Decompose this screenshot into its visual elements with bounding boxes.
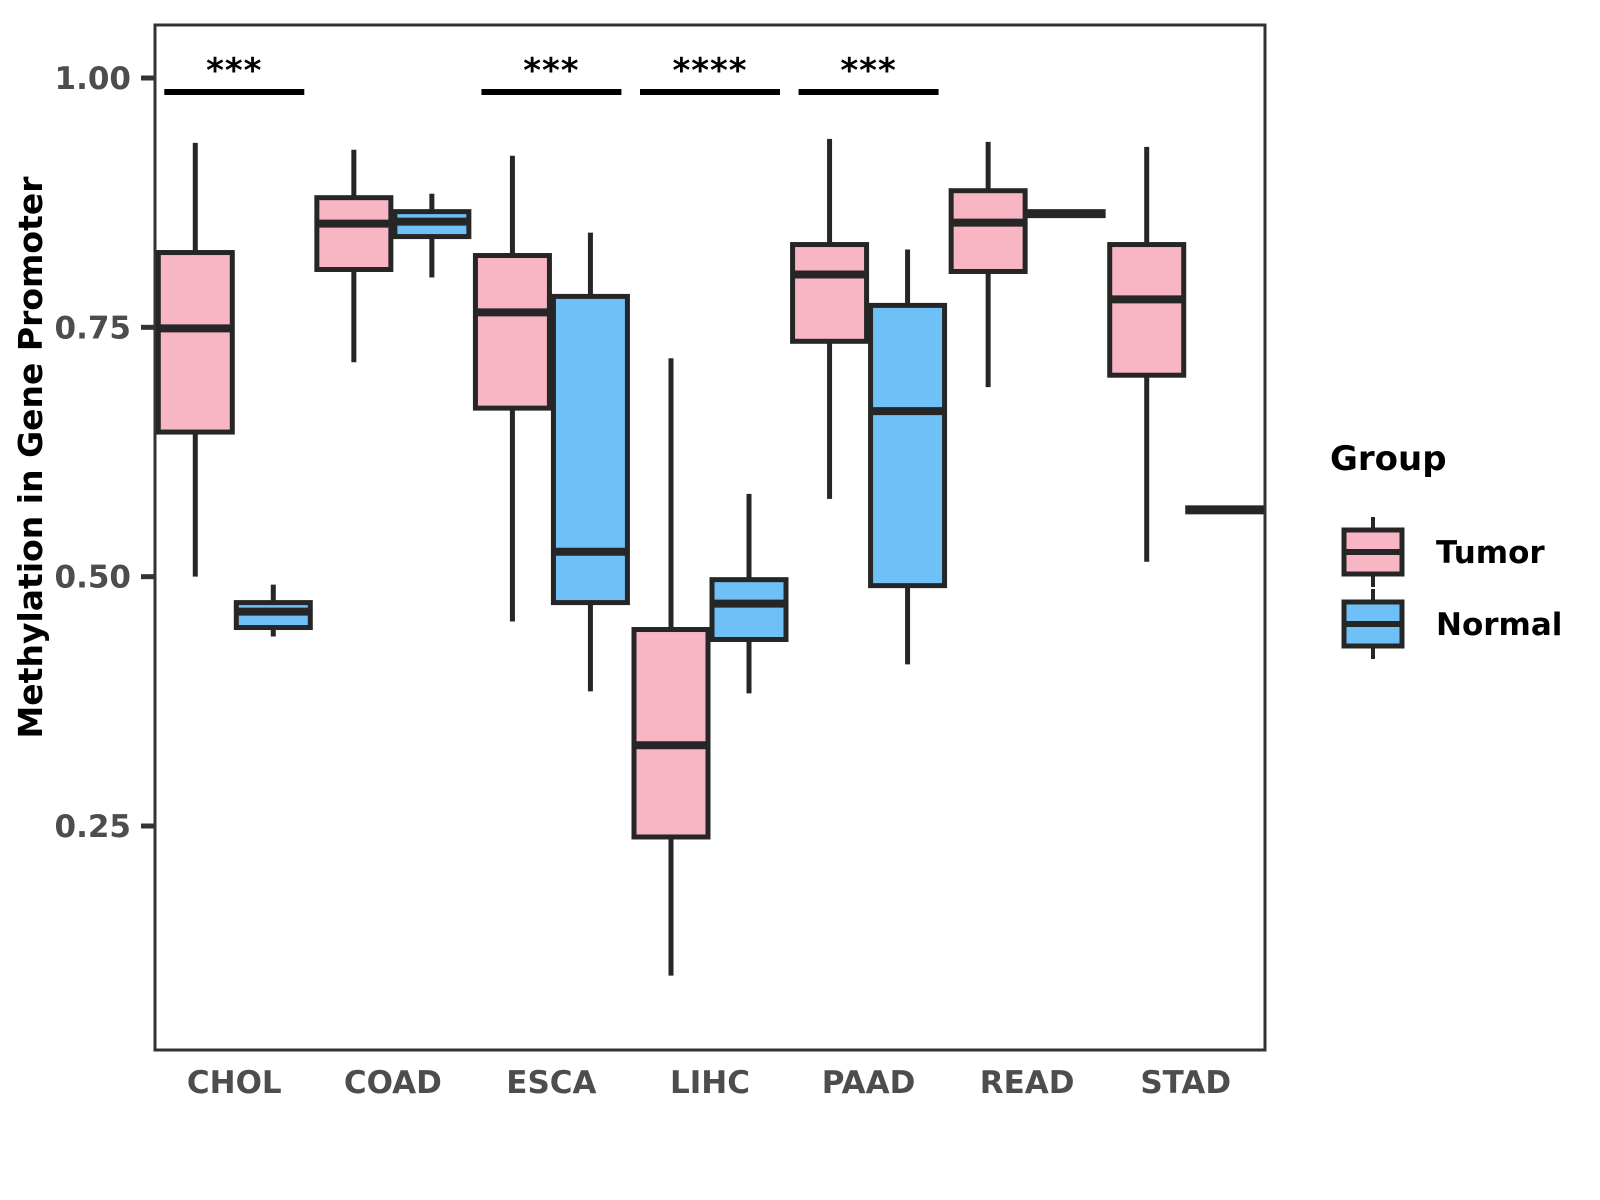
box xyxy=(790,242,870,344)
x-axis-tick-label-read: READ xyxy=(980,1065,1075,1101)
boxplot-read-tumor xyxy=(948,141,1028,388)
box xyxy=(1107,242,1187,378)
plot-panel-border xyxy=(153,23,1267,1052)
y-axis-title: Methylation in Gene Promoter xyxy=(11,176,50,739)
legend-item-tumor[interactable]: Tumor xyxy=(1341,517,1545,587)
box xyxy=(314,195,394,272)
significance-stars: *** xyxy=(523,51,579,91)
y-axis-tick-label: 1.00 xyxy=(55,61,132,97)
y-axis-tick-label: 0.75 xyxy=(55,310,132,346)
significance-lihc: **** xyxy=(640,51,780,95)
x-axis-tick-label-coad: COAD xyxy=(344,1065,442,1101)
x-axis-tick-label-chol: CHOL xyxy=(187,1065,282,1101)
boxplot-coad-normal xyxy=(392,193,472,278)
x-axis-tick-label-paad: PAAD xyxy=(822,1065,916,1101)
box xyxy=(550,293,630,606)
legend-title: Group xyxy=(1330,439,1447,479)
legend-label-normal: Normal xyxy=(1436,607,1562,643)
significance-chol: *** xyxy=(164,51,305,95)
significance-esca: *** xyxy=(481,51,622,95)
legend-label-tumor: Tumor xyxy=(1436,535,1545,571)
boxplot-lihc-tumor xyxy=(631,358,711,976)
boxplot-stad-tumor xyxy=(1107,146,1187,562)
boxplot-esca-tumor xyxy=(472,155,552,622)
boxplot-chol-normal xyxy=(233,584,313,637)
x-axis-tick-label-stad: STAD xyxy=(1140,1065,1231,1101)
y-axis-tick-label: 0.25 xyxy=(55,809,132,845)
boxplot-esca-normal xyxy=(550,232,630,692)
boxplot-lihc-normal xyxy=(709,493,789,694)
box xyxy=(709,577,789,642)
significance-stars: **** xyxy=(672,51,747,91)
significance-stars: *** xyxy=(840,51,896,91)
boxplot-chol-tumor xyxy=(155,142,235,577)
legend-item-normal[interactable]: Normal xyxy=(1341,589,1562,659)
box xyxy=(472,253,552,411)
significance-paad: *** xyxy=(798,51,939,95)
boxplot-paad-normal xyxy=(868,249,948,665)
x-axis-tick-label-esca: ESCA xyxy=(506,1065,596,1101)
y-axis-tick-label: 0.50 xyxy=(55,560,132,596)
significance-stars: *** xyxy=(206,51,262,91)
box xyxy=(155,250,235,435)
boxplot-stad-normal xyxy=(1185,505,1265,515)
box xyxy=(948,188,1028,274)
boxplot-paad-tumor xyxy=(790,138,870,499)
boxplot-read-normal xyxy=(1026,209,1106,219)
x-axis-tick-label-lihc: LIHC xyxy=(670,1065,750,1101)
boxplot-coad-tumor xyxy=(314,149,394,363)
box xyxy=(868,302,948,589)
box xyxy=(631,627,711,840)
